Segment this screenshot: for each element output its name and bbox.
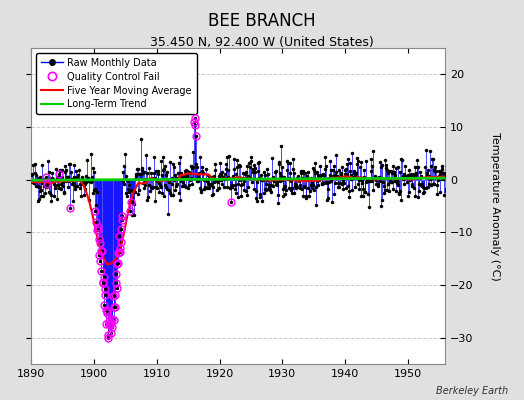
Text: BEE BRANCH: BEE BRANCH: [208, 12, 316, 30]
Text: 35.450 N, 92.400 W (United States): 35.450 N, 92.400 W (United States): [150, 36, 374, 49]
Legend: Raw Monthly Data, Quality Control Fail, Five Year Moving Average, Long-Term Tren: Raw Monthly Data, Quality Control Fail, …: [36, 53, 197, 114]
Text: Berkeley Earth: Berkeley Earth: [436, 386, 508, 396]
Y-axis label: Temperature Anomaly (°C): Temperature Anomaly (°C): [490, 132, 500, 280]
